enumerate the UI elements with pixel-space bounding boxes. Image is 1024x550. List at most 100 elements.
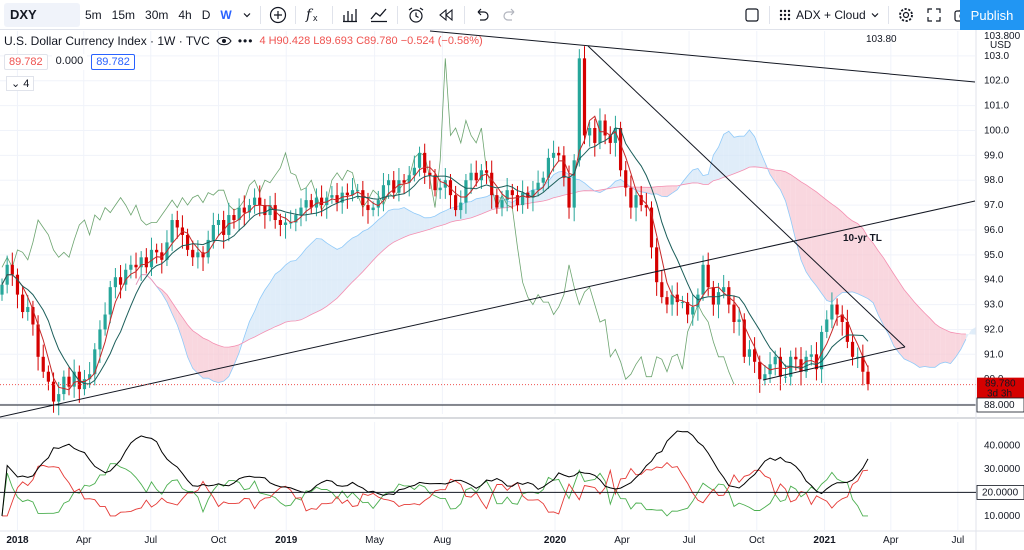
cloud-segment: [965, 330, 972, 340]
time-tick-label: 2018: [6, 535, 29, 546]
cloud-segment: [192, 330, 198, 374]
cloud-segment: [816, 191, 822, 294]
cloud-segment: [914, 302, 920, 368]
alert-button[interactable]: [401, 0, 431, 30]
publish-label: Publish: [970, 7, 1014, 23]
cloud-segment: [161, 289, 167, 303]
cloud-segment: [852, 220, 858, 294]
cloud-span-b-line: [135, 166, 966, 348]
chevron-down-icon: [243, 12, 251, 17]
cloud-segment: [476, 197, 482, 217]
cloud-segment: [187, 324, 193, 369]
price-tick-label: 103.0: [984, 51, 1009, 62]
top-axis-bg: [977, 31, 1024, 41]
adx-level-label: 20.0000: [982, 487, 1019, 498]
candle-body: [778, 356, 782, 377]
cloud-segment: [780, 170, 786, 201]
toolbar-divider: [294, 5, 296, 24]
cloud-segment: [744, 129, 750, 170]
cloud-segment: [723, 131, 729, 178]
cloud-segment: [733, 136, 740, 174]
templates-button[interactable]: [364, 0, 394, 30]
time-tick-label: 2019: [275, 535, 298, 546]
eye-icon[interactable]: [216, 35, 232, 47]
toolbar-right: ADX + Cloud: [738, 0, 978, 30]
candle-body: [361, 190, 365, 206]
cloud-segment: [831, 204, 838, 303]
cloud-segment: [873, 243, 879, 316]
candle-body: [510, 190, 514, 196]
candle-body: [670, 294, 674, 305]
undo-button[interactable]: [468, 0, 496, 30]
candle-body: [850, 341, 855, 357]
cloud-segment: [352, 235, 358, 282]
cloud-segment: [362, 229, 368, 272]
last-price-tag: [977, 377, 1024, 400]
interval-d[interactable]: D: [197, 0, 216, 30]
candle-body: [835, 304, 839, 315]
cloud-segment: [806, 184, 812, 280]
cloud-segment: [244, 321, 250, 343]
candle-body: [67, 376, 71, 387]
redo-button[interactable]: [496, 0, 524, 30]
cloud-segment: [661, 186, 667, 197]
interval-30m[interactable]: 30m: [140, 0, 173, 30]
settings-button[interactable]: [892, 0, 920, 30]
cloud-segment: [264, 282, 271, 332]
candle-body: [247, 205, 252, 213]
plus-circle-icon: [269, 6, 286, 23]
cloud-segment: [800, 181, 807, 272]
interval-15m[interactable]: 15m: [107, 0, 140, 30]
layout-button[interactable]: [738, 0, 766, 30]
last-price-label: 89.780: [985, 379, 1016, 390]
cloud-segment: [465, 201, 472, 220]
adx-line: [1, 430, 869, 516]
trendline-label: 10-yr TL: [843, 233, 882, 244]
candle-body: [428, 172, 432, 176]
replay-button[interactable]: [431, 0, 461, 30]
candle-body: [459, 202, 463, 211]
candle-body: [350, 190, 355, 196]
interval-5m[interactable]: 5m: [80, 0, 107, 30]
symbol-search[interactable]: DXY: [4, 2, 80, 27]
indicator-template-button[interactable]: ADX + Cloud: [773, 0, 885, 30]
bid-price[interactable]: 89.782: [4, 54, 48, 70]
candle-body: [134, 264, 138, 268]
candle-body: [701, 264, 705, 295]
candle-body: [634, 195, 638, 208]
candle-body: [309, 200, 313, 208]
candle-body: [768, 364, 772, 375]
compare-button[interactable]: [264, 0, 292, 30]
candle-body: [603, 120, 607, 136]
collapse-indicators-button[interactable]: ⌄ 4: [6, 76, 35, 91]
time-tick-label: May: [365, 535, 384, 546]
interval-w[interactable]: W: [215, 0, 236, 30]
candle-body: [484, 170, 489, 173]
cloud-segment: [543, 181, 549, 202]
support-level-tag: [976, 397, 1024, 413]
fullscreen-button[interactable]: [920, 0, 948, 30]
cloud-segment: [450, 207, 456, 223]
interval-4h[interactable]: 4h: [173, 0, 196, 30]
interval-dropdown[interactable]: [237, 0, 257, 30]
toolbar-divider: [463, 5, 465, 24]
cloud-segment: [847, 217, 853, 293]
triangle-upper-line: [587, 45, 906, 348]
cloud-segment: [857, 223, 863, 297]
candle-body: [479, 170, 483, 181]
more-options-icon[interactable]: •••: [237, 34, 254, 48]
cloud-segment: [584, 182, 590, 191]
indicator-tick-label: 40.0000: [984, 440, 1021, 451]
candle-body: [232, 215, 236, 221]
bar-style-button[interactable]: [336, 0, 364, 30]
candle-body: [732, 304, 736, 322]
cloud-segment: [945, 329, 951, 364]
cloud-segment: [404, 207, 410, 238]
publish-button[interactable]: Publish: [960, 0, 1024, 30]
cloud-segment: [486, 194, 492, 212]
candle-body: [149, 249, 154, 268]
ask-price[interactable]: 89.782: [91, 54, 135, 70]
candle-body: [387, 180, 391, 186]
